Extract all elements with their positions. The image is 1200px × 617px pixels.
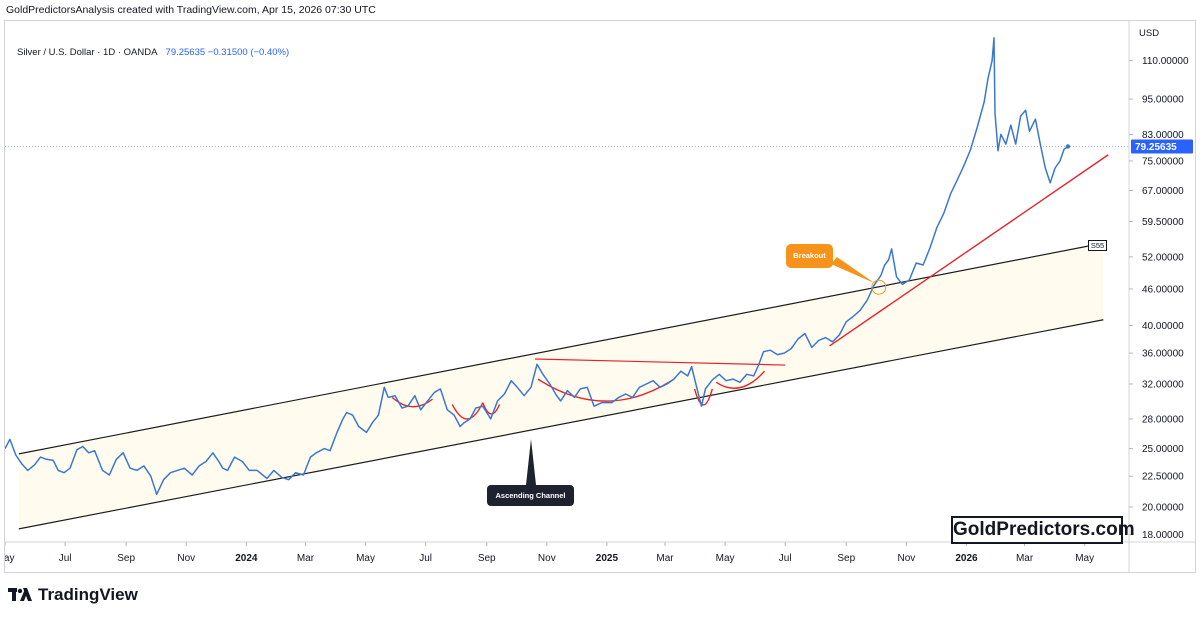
y-tick-label: 36.00000 <box>1142 349 1184 360</box>
tradingview-footer[interactable]: TradingView <box>8 584 138 606</box>
y-tick-label: 40.00000 <box>1142 321 1184 332</box>
y-tick-label: 75.00000 <box>1142 156 1184 167</box>
y-tick-label: 18.00000 <box>1142 530 1184 541</box>
x-tick-label: Jul <box>419 553 432 564</box>
support-trendline <box>829 154 1109 347</box>
legend-change: −0.31500 <box>207 47 248 58</box>
y-tick-label: 32.00000 <box>1142 379 1184 390</box>
pattern-arc <box>693 388 713 406</box>
y-tick-label: 46.00000 <box>1142 284 1184 295</box>
price-line <box>5 37 1069 496</box>
channel-tag[interactable]: S55 <box>1088 240 1107 251</box>
x-tick-label: May <box>5 553 14 564</box>
last-price-tag-label: 79.25635 <box>1135 142 1177 153</box>
legend-last: 79.25635 <box>165 47 206 58</box>
x-tick-label: Nov <box>538 553 556 564</box>
pattern-arc <box>482 402 501 415</box>
symbol-legend[interactable]: Silver / U.S. Dollar · 1D · OANDA 79.256… <box>17 47 289 58</box>
price-chart[interactable]: USD 18.00000 20.00000 22.50000 25.00000 28.00… <box>5 21 1195 572</box>
y-tick-label: 67.00000 <box>1142 186 1184 197</box>
pattern-arc <box>391 396 433 408</box>
legend-change-pct: (−0.40%) <box>250 47 290 58</box>
channel-upper-line <box>18 242 1104 455</box>
channel-fill <box>18 243 1104 529</box>
chart-frame[interactable]: USD 18.00000 20.00000 22.50000 25.00000 28.00… <box>4 20 1196 573</box>
x-tick-label: May <box>1075 553 1094 564</box>
channel-pointer <box>526 439 536 485</box>
goldpredictors-watermark: GoldPredictors.com <box>951 516 1135 544</box>
tradingview-logo-icon <box>8 588 32 601</box>
y-tick-label: 83.00000 <box>1142 130 1184 141</box>
x-tick-label: Nov <box>177 553 195 564</box>
tradingview-brand: TradingView <box>38 585 138 604</box>
last-price-tag <box>1131 139 1193 154</box>
x-tick-label: 2024 <box>235 553 258 564</box>
x-tick-label: Sep <box>478 553 496 564</box>
x-tick-label: May <box>716 553 735 564</box>
x-tick-label: May <box>356 553 375 564</box>
y-tick-label: 95.00000 <box>1142 95 1184 106</box>
y-tick-label: 110.00000 <box>1142 56 1189 67</box>
pattern-arc <box>537 378 675 402</box>
resistance-line <box>534 358 786 366</box>
breakout-callout[interactable]: Breakout <box>786 244 833 268</box>
channel-lower-line <box>18 319 1104 530</box>
x-tick-label: 2025 <box>596 553 619 564</box>
breakout-pointer <box>831 257 875 284</box>
x-tick-label: Nov <box>897 553 915 564</box>
pattern-arc <box>715 370 766 389</box>
y-tick-label: 20.00000 <box>1142 503 1184 514</box>
y-tick-label: 22.50000 <box>1142 472 1184 483</box>
y-tick-label: 28.00000 <box>1142 414 1184 425</box>
breakout-circle <box>871 279 887 295</box>
ascending-channel-callout[interactable]: Ascending Channel <box>487 485 574 506</box>
x-tick-label: Jul <box>779 553 792 564</box>
x-tick-label: Mar <box>1016 553 1034 564</box>
y-tick-label: 59.50000 <box>1142 217 1184 228</box>
chart-header: GoldPredictorsAnalysis created with Trad… <box>6 4 376 16</box>
price-axis-currency: USD <box>1139 28 1159 39</box>
x-tick-label: 2026 <box>955 553 978 564</box>
y-tick-label: 52.00000 <box>1142 252 1184 263</box>
x-tick-label: Jul <box>59 553 72 564</box>
legend-symbol: Silver / U.S. Dollar · 1D · OANDA <box>17 47 157 58</box>
y-tick-label: 25.00000 <box>1142 444 1184 455</box>
x-tick-label: Mar <box>297 553 315 564</box>
x-tick-label: Mar <box>656 553 674 564</box>
x-tick-label: Sep <box>117 553 135 564</box>
last-price-dot <box>1065 144 1071 149</box>
x-tick-label: Sep <box>837 553 855 564</box>
